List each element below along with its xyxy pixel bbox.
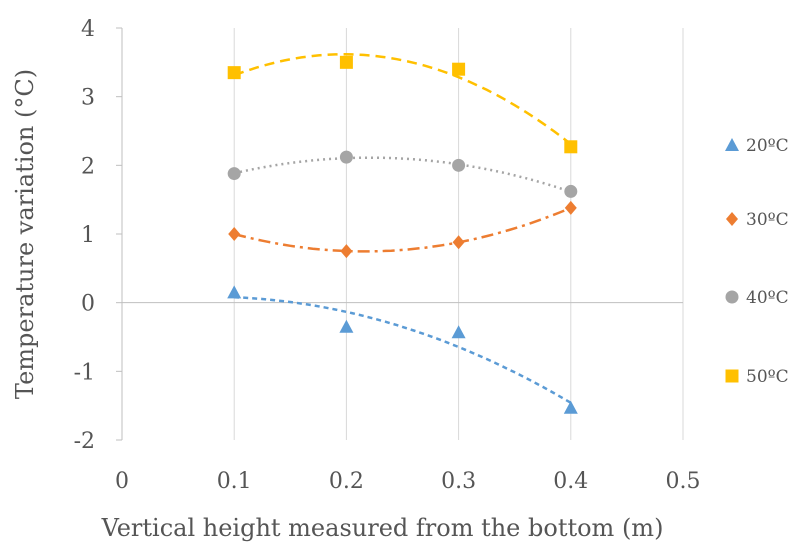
- x-tick-label: 0.3: [441, 469, 476, 494]
- data-point: [340, 244, 353, 259]
- data-point: [452, 235, 465, 250]
- data-point: [564, 184, 578, 198]
- legend-marker: [726, 212, 738, 226]
- y-tick-label: -1: [74, 360, 95, 385]
- chart-grid: [116, 27, 684, 441]
- legend-marker: [725, 290, 739, 304]
- legend-marker: [725, 138, 739, 151]
- x-tick-label: 0.2: [329, 469, 364, 494]
- data-point: [339, 150, 353, 164]
- data-point: [227, 66, 241, 80]
- y-axis-title: Temperature variation (°C): [11, 69, 39, 399]
- x-tick-label: 0.5: [666, 469, 701, 494]
- data-markers: [227, 55, 578, 414]
- y-tick-labels: -2 -1 0 1 2 3 4: [74, 17, 95, 454]
- x-tick-labels: 0 0.1 0.2 0.3 0.4 0.5: [115, 469, 701, 494]
- trendlines: [233, 53, 572, 404]
- y-tick-label: 3: [81, 86, 95, 111]
- y-tick-label: 1: [81, 223, 95, 248]
- y-tick-label: 2: [81, 154, 95, 179]
- data-point: [227, 167, 241, 181]
- data-point: [451, 325, 466, 339]
- data-point: [227, 285, 242, 299]
- data-point: [339, 55, 353, 69]
- data-point: [564, 140, 578, 154]
- legend-label: 30ºC: [746, 210, 789, 230]
- legend-label: 40ºC: [746, 288, 789, 308]
- y-tick-label: -2: [74, 429, 95, 454]
- trendline: [233, 206, 572, 253]
- y-tick-label: 0: [81, 292, 95, 317]
- data-point: [452, 158, 466, 172]
- trendline: [233, 156, 572, 193]
- x-tick-label: 0.4: [553, 469, 588, 494]
- data-point: [339, 319, 354, 333]
- legend-marker: [725, 369, 739, 383]
- trendline: [233, 53, 572, 146]
- data-point: [563, 400, 578, 414]
- data-point: [452, 62, 466, 76]
- legend-label: 20ºC: [746, 136, 789, 156]
- x-tick-label: 0: [115, 469, 129, 494]
- x-tick-label: 0.1: [217, 469, 252, 494]
- x-axis-title: Vertical height measured from the bottom…: [101, 514, 664, 542]
- legend: 20ºC 30ºC 40ºC 50ºC: [725, 136, 789, 387]
- legend-label: 50ºC: [746, 367, 789, 387]
- y-tick-label: 4: [81, 17, 95, 42]
- data-point: [228, 227, 241, 241]
- trendline: [234, 296, 572, 404]
- data-point: [564, 200, 577, 215]
